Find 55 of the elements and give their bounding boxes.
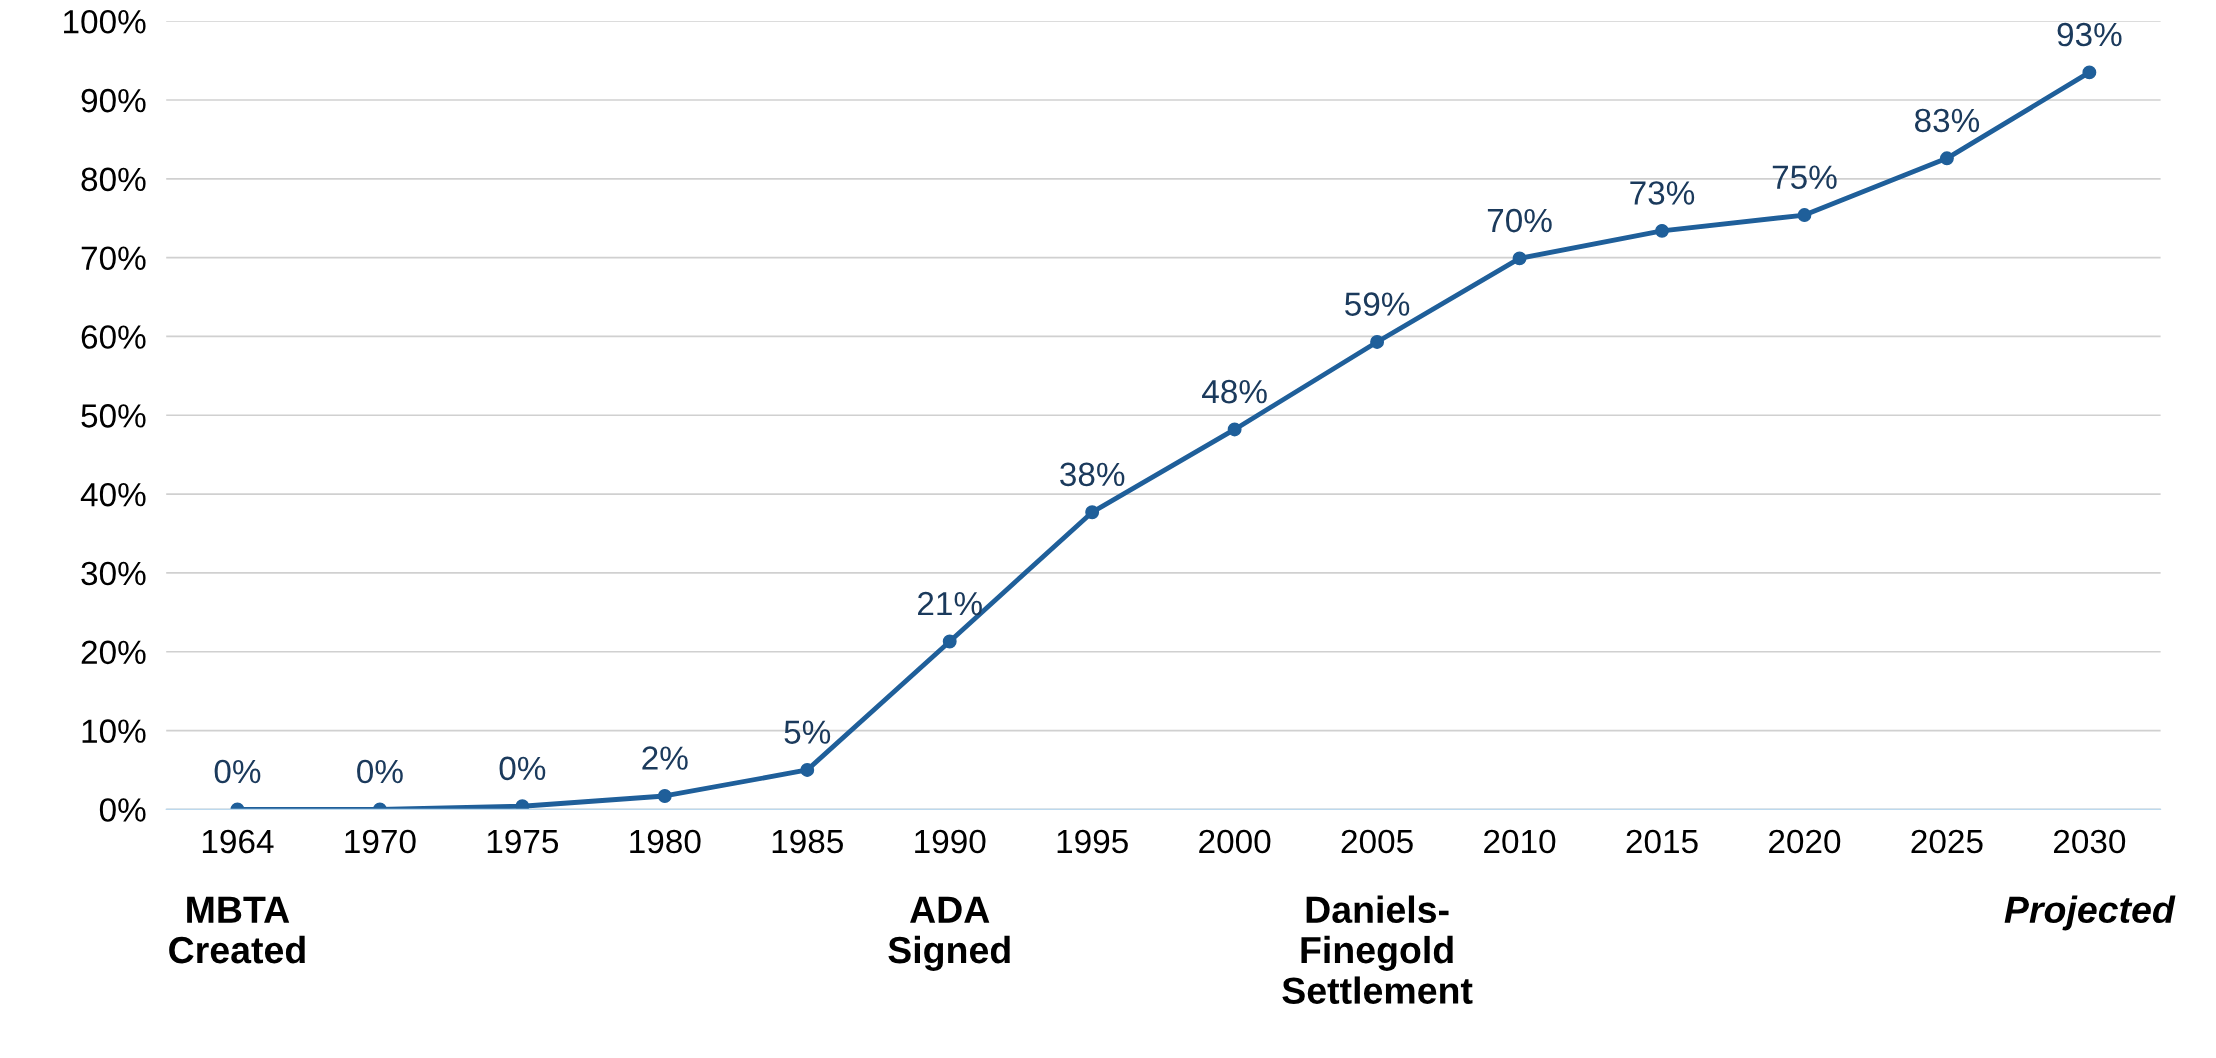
y-tick-label: 20% (81, 640, 146, 665)
x-tick-label: 2000 (1199, 829, 1271, 854)
point (1512, 251, 1527, 266)
point (1797, 208, 1812, 223)
data-label: 0% (357, 759, 403, 784)
text: MBTA Created (169, 896, 305, 964)
data-label: 38% (1060, 462, 1125, 487)
data-label: 21% (918, 591, 982, 616)
text: ADA Signed (888, 896, 1010, 971)
data-label: 70% (1487, 208, 1552, 233)
data-label: 59% (1345, 292, 1410, 316)
x-tick-label: 2025 (1911, 829, 1983, 854)
data-label: 75% (1772, 165, 1837, 190)
data-label: 5% (784, 720, 831, 744)
x-tick-label: 1964 (202, 829, 274, 854)
data-label: 2% (642, 746, 688, 770)
data-label: 93% (2057, 22, 2122, 47)
x-tick-label: 1970 (345, 829, 416, 854)
data-label: 0% (499, 756, 546, 781)
point (942, 634, 957, 649)
point (515, 799, 530, 810)
x-tick-label: 2030 (2053, 829, 2126, 854)
point (2082, 65, 2097, 80)
y-tick-label: 10% (82, 719, 146, 743)
y-tick-label: 0% (99, 798, 146, 822)
data-label: 0% (214, 759, 261, 784)
point (1370, 335, 1385, 349)
point (1085, 505, 1100, 520)
x-tick-label: 1975 (487, 829, 559, 854)
data-label: 83% (1915, 108, 1980, 133)
x-tick-label: 1995 (1057, 829, 1128, 854)
x-tick-label: 1990 (915, 829, 986, 854)
y-tick-label: 60% (81, 325, 146, 349)
text: Projected (2004, 895, 2176, 931)
y-tick-label: 70% (81, 246, 146, 271)
x-tick-label: 2015 (1626, 829, 1698, 854)
point (1655, 223, 1669, 238)
y-tick-label: 50% (81, 404, 146, 428)
x-tick-label: 1985 (772, 829, 843, 854)
data-label: 73% (1630, 181, 1695, 205)
x-tick-label: 2020 (1769, 829, 1841, 854)
x-tick-label: 1980 (630, 829, 701, 854)
point (1227, 422, 1242, 437)
y-tick-label: 100% (64, 9, 146, 34)
point (800, 763, 815, 777)
y-tick-label: 90% (81, 88, 146, 113)
x-tick-label: 2005 (1341, 829, 1413, 854)
x-tick-label: 2010 (1484, 829, 1556, 854)
y-tick-label: 80% (81, 167, 146, 192)
data-label: 48% (1202, 379, 1267, 404)
point (1939, 151, 1954, 166)
y-tick-label: 30% (81, 561, 146, 586)
text: Daniels- Finegold Settlement (1282, 895, 1473, 1004)
y-tick-label: 40% (80, 482, 146, 507)
point (657, 789, 672, 803)
